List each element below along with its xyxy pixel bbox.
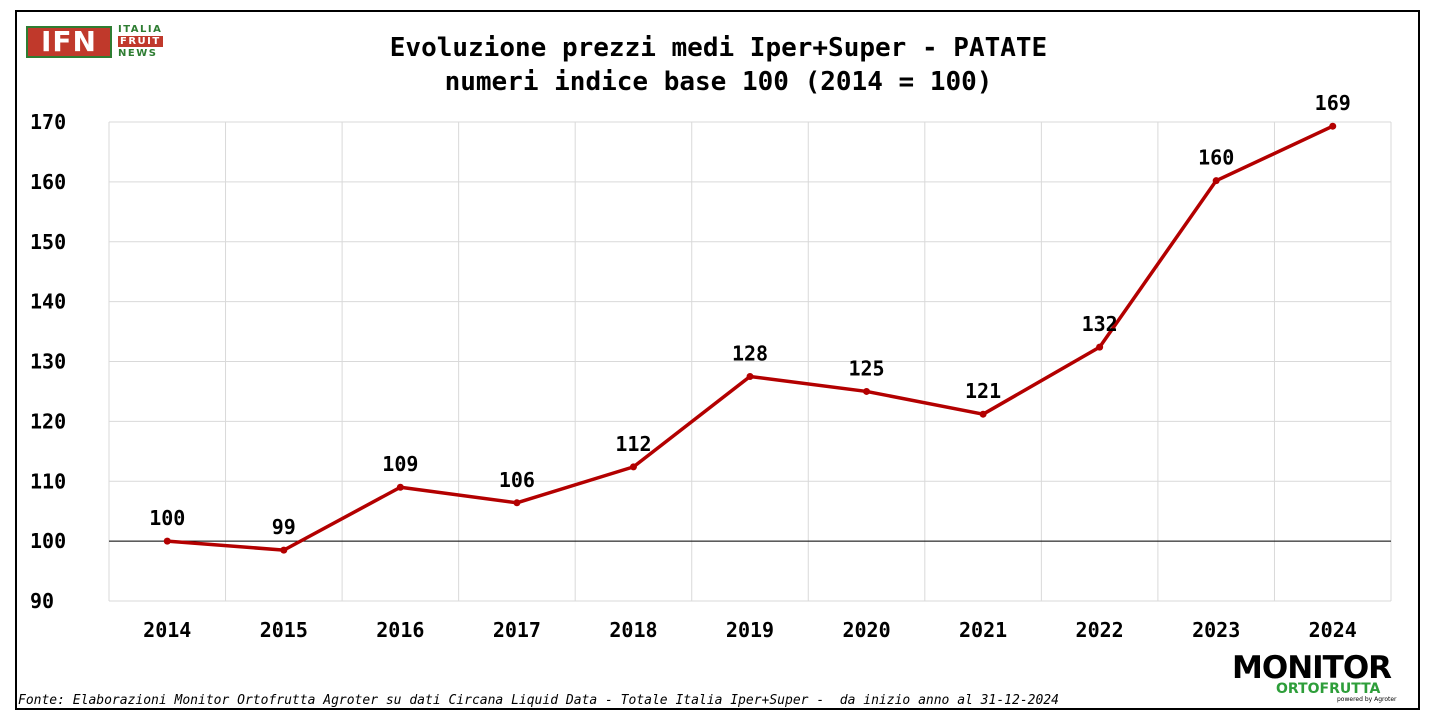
monitor-logo-sub: ORTOFRUTTA — [1276, 681, 1381, 697]
x-tick-label: 2014 — [143, 618, 191, 642]
y-tick-label: 160 — [30, 170, 66, 194]
data-label: 106 — [499, 468, 535, 492]
data-point — [513, 499, 521, 507]
data-point — [1096, 343, 1104, 351]
ifn-logo-mark: IFN — [26, 26, 112, 58]
data-point — [979, 410, 987, 418]
ifn-logo-line3: NEWS — [118, 48, 158, 59]
data-label: 109 — [382, 452, 418, 476]
data-point — [629, 463, 637, 471]
ifn-logo-line2: FRUIT — [118, 36, 163, 47]
x-tick-label: 2023 — [1192, 618, 1240, 642]
data-point — [280, 546, 288, 554]
data-label: 132 — [1082, 312, 1118, 336]
y-tick-label: 100 — [30, 529, 66, 553]
x-tick-label: 2022 — [1076, 618, 1124, 642]
monitor-logo-main: MONITOR — [1232, 650, 1392, 686]
y-tick-label: 150 — [30, 230, 66, 254]
x-tick-label: 2018 — [609, 618, 657, 642]
monitor-logo-tag: powered by Agroter — [1337, 696, 1397, 703]
y-tick-label: 120 — [30, 409, 66, 433]
y-tick-label: 170 — [30, 110, 66, 134]
chart-title: Evoluzione prezzi medi Iper+Super - PATA… — [389, 33, 1048, 63]
data-point — [863, 387, 871, 395]
x-tick-label: 2016 — [376, 618, 424, 642]
x-tick-label: 2024 — [1309, 618, 1357, 642]
ifn-logo-text: ITALIA FRUIT NEWS — [118, 24, 163, 60]
data-point — [396, 483, 404, 491]
data-point — [1329, 122, 1337, 130]
data-label: 99 — [272, 515, 296, 539]
y-tick-label: 90 — [30, 589, 54, 613]
chart-frame — [15, 10, 1420, 710]
data-label: 128 — [732, 341, 768, 365]
y-tick-label: 140 — [30, 290, 66, 314]
data-point — [163, 537, 171, 545]
x-tick-label: 2021 — [959, 618, 1007, 642]
data-label: 100 — [149, 506, 185, 530]
y-tick-label: 110 — [30, 469, 66, 493]
data-label: 121 — [965, 379, 1001, 403]
chart-subtitle: numeri indice base 100 (2014 = 100) — [444, 67, 993, 97]
ifn-logo-line1: ITALIA — [118, 24, 163, 35]
data-label: 125 — [848, 356, 884, 380]
y-tick-label: 130 — [30, 350, 66, 374]
x-tick-label: 2015 — [260, 618, 308, 642]
data-point — [1212, 177, 1220, 185]
x-tick-label: 2017 — [493, 618, 541, 642]
x-tick-label: 2019 — [726, 618, 774, 642]
data-label: 112 — [615, 432, 651, 456]
data-point — [746, 372, 754, 380]
ifn-logo: IFN ITALIA FRUIT NEWS — [26, 24, 171, 62]
data-label: 169 — [1315, 91, 1351, 115]
data-label: 160 — [1198, 146, 1234, 170]
monitor-ortofrutta-logo: MONITOR ORTOFRUTTA powered by Agroter — [1232, 650, 1417, 705]
source-footnote: Fonte: Elaborazioni Monitor Ortofrutta A… — [18, 693, 1059, 708]
x-tick-label: 2020 — [842, 618, 890, 642]
